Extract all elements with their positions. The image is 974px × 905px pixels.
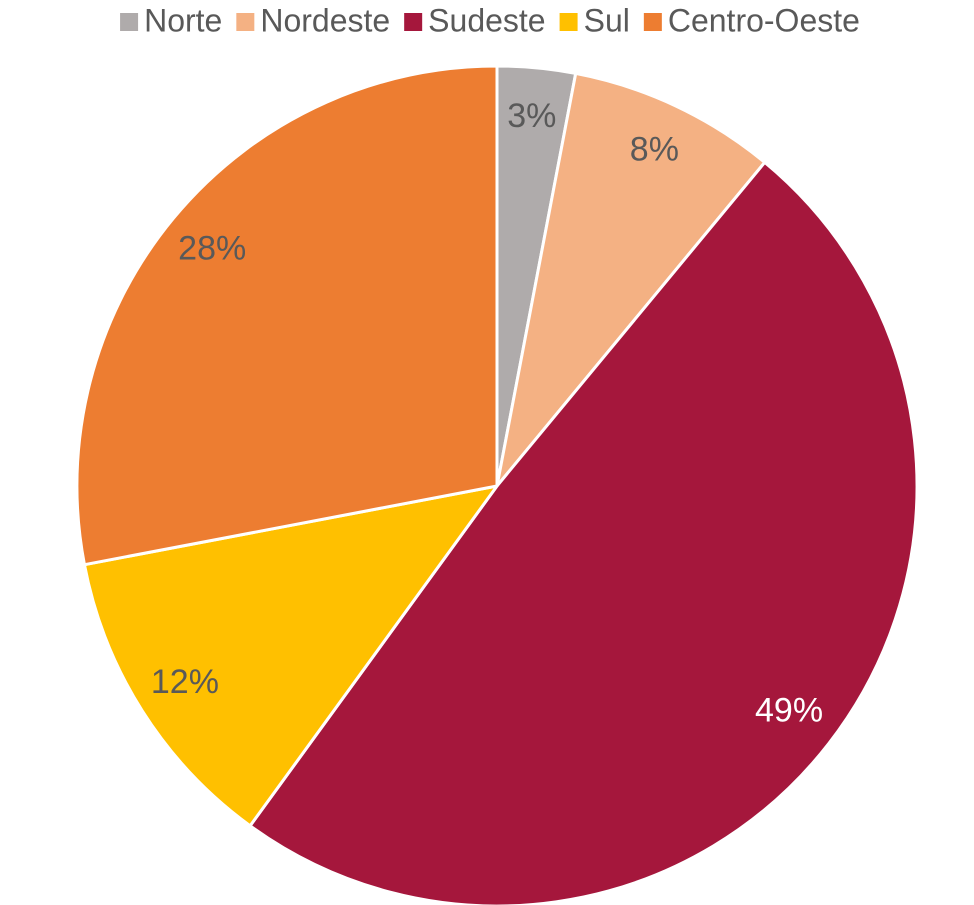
legend-swatch xyxy=(404,13,423,31)
data-label: 12% xyxy=(151,663,219,701)
data-label: 8% xyxy=(630,131,679,169)
data-label: 3% xyxy=(507,97,556,135)
legend-swatch xyxy=(120,13,139,31)
pie-slice xyxy=(495,71,767,488)
pie-slice xyxy=(75,64,499,567)
legend-label: Norte xyxy=(144,2,222,38)
legend: Norte Nordeste Sudeste Sul Centro-Oeste xyxy=(120,2,860,38)
legend-swatch xyxy=(559,13,578,31)
legend-swatch xyxy=(236,13,255,31)
pie-slice xyxy=(82,484,499,828)
pie-slice xyxy=(248,160,919,905)
legend-label: Sul xyxy=(584,2,630,38)
data-label: 28% xyxy=(178,229,246,267)
legend-label: Sudeste xyxy=(428,2,545,38)
data-labels: 3% 8% 49% 12% 28% xyxy=(151,97,823,729)
pie xyxy=(75,64,919,905)
legend-label: Centro-Oeste xyxy=(668,2,860,38)
data-label: 49% xyxy=(755,692,823,730)
legend-label: Nordeste xyxy=(260,2,390,38)
legend-swatch xyxy=(643,13,662,31)
